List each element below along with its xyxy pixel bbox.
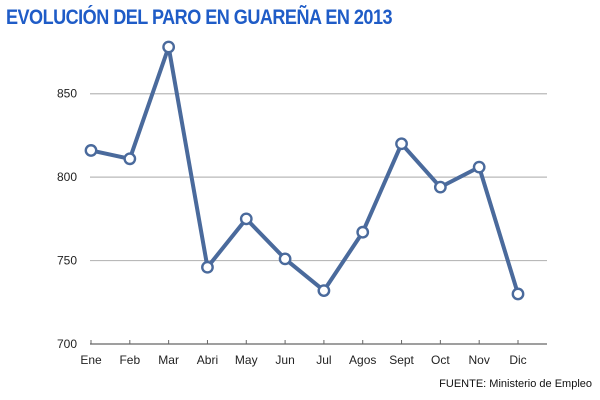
data-point-Abri — [201, 260, 214, 274]
y-tick-label-700: 700 — [57, 337, 77, 351]
y-tick-label-850: 850 — [57, 87, 77, 101]
y-tick-label-750: 750 — [57, 254, 77, 268]
data-point-Oct — [433, 180, 447, 194]
gridlines — [90, 93, 547, 262]
x-axis-tick-labels: Ene Feb Mar Abri May Jun Jul Agos Sept Oct Nov Dic — [80, 353, 526, 367]
x-tick-label-Jul: Jul — [316, 353, 331, 367]
x-tick-label-Nov: Nov — [469, 353, 490, 367]
x-tick-label-Ene: Ene — [80, 353, 102, 367]
data-point-Jun — [278, 252, 292, 266]
data-point-Jul — [317, 284, 331, 298]
data-point-Agos — [356, 225, 370, 239]
x-tick-label-Feb: Feb — [119, 353, 140, 367]
x-tick-label-Agos: Agos — [349, 353, 376, 367]
y-axis-tick-labels: 700 750 800 850 — [57, 87, 77, 351]
data-point-May — [239, 212, 253, 226]
chart-title: EVOLUCIÓN DEL PARO EN GUAREÑA EN 2013 — [6, 6, 393, 29]
x-tick-label-Jun: Jun — [275, 353, 294, 367]
data-point-Sept — [395, 137, 408, 151]
x-tick-label-Dic: Dic — [509, 353, 526, 367]
x-tick-label-May: May — [235, 353, 258, 367]
data-point-Ene — [84, 144, 98, 157]
x-tick-label-Oct: Oct — [431, 353, 450, 367]
x-tick-label-Abri: Abri — [197, 353, 218, 367]
x-axis — [90, 340, 547, 345]
data-point-markers — [84, 40, 525, 301]
y-tick-label-800: 800 — [57, 170, 77, 184]
data-point-Feb — [123, 152, 137, 166]
data-point-Nov — [472, 160, 486, 174]
x-tick-label-Sept: Sept — [389, 353, 414, 367]
data-point-Dic — [511, 287, 525, 301]
source-note: FUENTE: Ministerio de Empleo — [439, 378, 592, 390]
data-point-Mar — [162, 40, 176, 54]
series-line-layer — [89, 44, 520, 296]
series-line-0 — [89, 44, 520, 296]
x-tick-label-Mar: Mar — [158, 353, 179, 367]
